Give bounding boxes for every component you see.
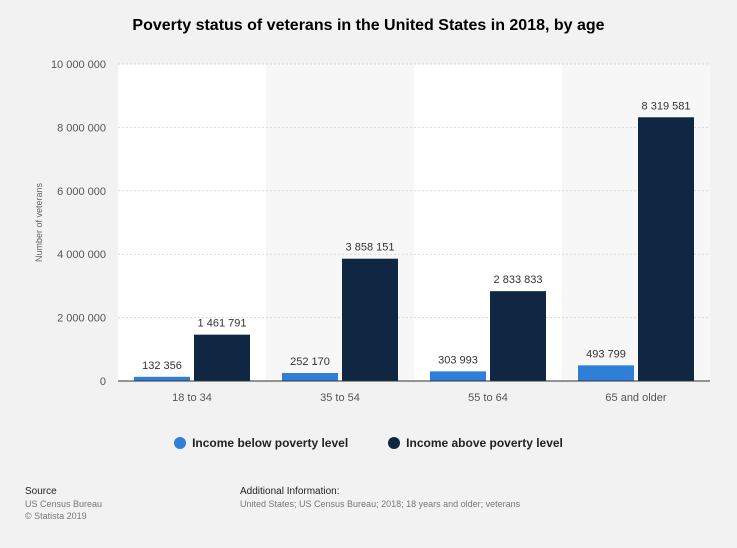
bar-below-2 <box>430 371 486 381</box>
legend-dot-below <box>174 437 187 449</box>
x-tick-label: 55 to 64 <box>468 392 508 404</box>
legend-dot-above <box>388 437 401 449</box>
y-tick-label: 6 000 000 <box>57 186 106 198</box>
data-label: 3 858 151 <box>346 242 395 254</box>
data-label: 252 170 <box>290 356 330 368</box>
copyright[interactable]: © Statista 2019 <box>25 511 87 521</box>
data-label: 2 833 833 <box>494 274 543 286</box>
bar-above-0 <box>194 334 250 381</box>
additional-info-block: Additional Information: United States; U… <box>240 486 520 510</box>
bar-below-3 <box>578 365 634 381</box>
y-tick-label: 4 000 000 <box>57 249 106 261</box>
source-heading: Source <box>25 486 57 497</box>
legend-item-above[interactable]: Income above poverty level <box>388 436 563 450</box>
info-heading: Additional Information: <box>240 486 340 497</box>
bar-above-3 <box>638 117 694 381</box>
data-label: 132 356 <box>142 360 182 372</box>
info-text: United States; US Census Bureau; 2018; 1… <box>240 499 521 509</box>
data-label: 1 461 791 <box>198 318 247 330</box>
x-tick-label: 35 to 54 <box>320 392 360 404</box>
y-tick-label: 8 000 000 <box>57 122 106 134</box>
bar-below-1 <box>282 373 338 381</box>
legend: Income below poverty level Income above … <box>0 436 737 450</box>
plot-band-0 <box>118 64 266 381</box>
legend-label-below: Income below poverty level <box>192 436 349 450</box>
data-label: 8 319 581 <box>642 100 691 112</box>
source-block: Source US Census Bureau © Statista 2019 <box>25 486 102 522</box>
source-link[interactable]: US Census Bureau <box>25 499 103 509</box>
y-tick-label: 10 000 000 <box>51 59 106 71</box>
legend-label-above: Income above poverty level <box>406 436 563 450</box>
bar-below-0 <box>134 376 190 381</box>
bar-above-1 <box>342 258 398 381</box>
y-tick-label: 0 <box>100 376 106 388</box>
x-tick-label: 18 to 34 <box>172 392 212 404</box>
bar-above-2 <box>490 291 546 381</box>
y-axis-title: Number of veterans <box>34 182 44 262</box>
data-label: 303 993 <box>438 354 478 366</box>
data-label: 493 799 <box>586 348 626 360</box>
y-tick-label: 2 000 000 <box>57 313 106 325</box>
x-tick-label: 65 and older <box>605 392 666 404</box>
legend-item-below[interactable]: Income below poverty level <box>174 436 348 450</box>
chart-title: Poverty status of veterans in the United… <box>132 17 605 34</box>
